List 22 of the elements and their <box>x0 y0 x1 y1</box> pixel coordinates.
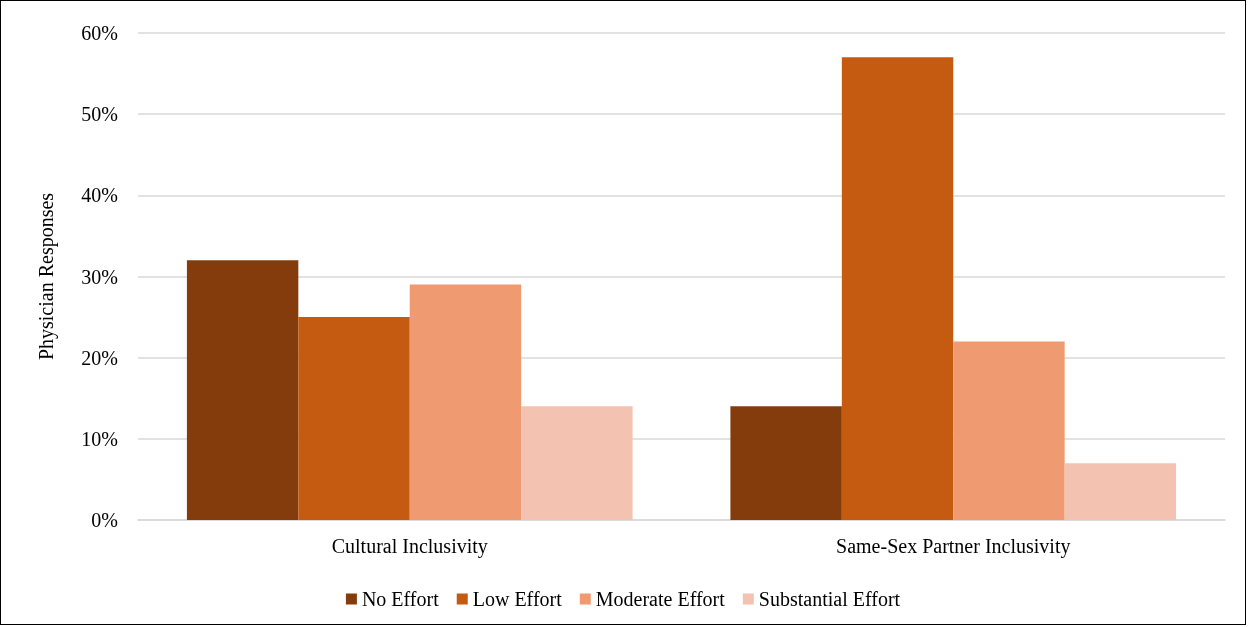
legend-label: No Effort <box>361 588 440 610</box>
x-tick-label: Cultural Inclusivity <box>331 535 488 558</box>
bar <box>953 341 1065 520</box>
legend-label: Substantial Effort <box>758 588 901 610</box>
bar <box>521 406 633 520</box>
bar <box>841 57 954 520</box>
legend-label: Low Effort <box>472 588 563 610</box>
bar <box>186 260 299 520</box>
y-tick-label: 10% <box>81 427 118 450</box>
y-axis-title: Physician Responses <box>35 192 58 361</box>
bar <box>1064 463 1177 520</box>
y-tick-label: 30% <box>81 265 118 288</box>
y-tick-label: 60% <box>81 22 118 44</box>
bar <box>730 406 842 520</box>
bar <box>298 317 410 520</box>
y-tick-label: 20% <box>81 346 118 369</box>
x-tick-label: Same-Sex Partner Inclusivity <box>836 535 1071 558</box>
bar <box>409 284 522 520</box>
legend-label: Moderate Effort <box>595 588 726 610</box>
y-tick-label: 50% <box>81 103 118 126</box>
y-tick-label: 0% <box>91 509 118 531</box>
y-tick-label: 40% <box>81 184 118 207</box>
